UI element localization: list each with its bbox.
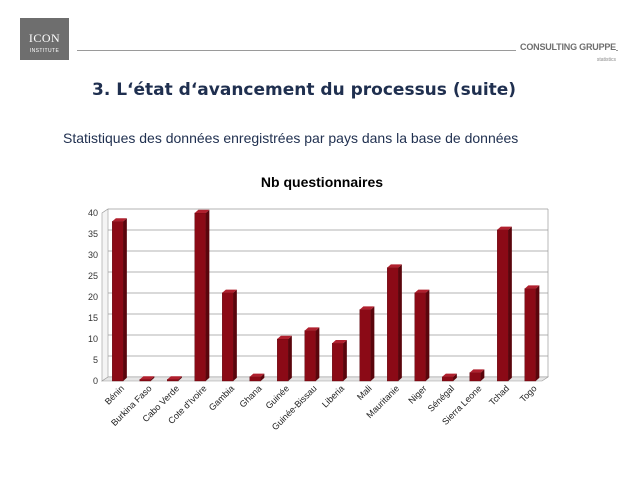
bar-side [398,264,402,381]
y-tick-label: 30 [88,250,98,260]
side-wall [101,208,109,382]
bar [359,306,375,382]
company-logo: ICON INSTITUTE [20,18,69,60]
x-tick-label: Ghana [237,383,263,409]
bar [194,209,210,382]
bar-side [205,209,210,381]
x-tick-label: Mali [355,383,374,402]
bar-side [453,373,457,381]
bar-side [508,226,512,381]
bar-front [167,379,179,382]
y-tick-label: 20 [88,292,98,302]
bar-front [277,338,289,382]
bar [304,327,320,382]
bar-side [123,218,127,381]
header-divider [77,50,618,51]
bar-top [359,306,375,310]
bar [387,264,402,382]
bar-side [480,369,485,381]
bar-front [414,292,426,382]
bar-top [524,285,540,289]
bar-front [497,229,509,382]
bar-side [535,285,540,381]
bar-top [249,373,265,377]
y-tick-label: 40 [88,208,98,218]
bar [222,289,237,382]
bar-side [150,376,155,381]
x-tick-label: Gambia [207,383,236,412]
bar-front [249,376,261,382]
x-tick-label: Tchad [487,383,511,407]
bar-top [497,226,512,230]
bar-side [343,340,347,381]
slide-subtitle: Statistiques des données enregistrées pa… [63,130,519,146]
chart-axes [101,208,549,382]
bar-top [277,335,292,339]
bar-front [387,267,399,382]
bar [277,335,292,382]
bar-top [167,376,182,380]
bar-top [469,369,485,373]
y-tick-label: 35 [88,229,98,239]
bar-side [260,373,265,381]
bar-top [194,209,210,213]
bar-front [469,372,481,382]
bar-front [112,221,124,382]
bar-side [370,306,375,381]
logo-main-text: ICON [28,31,61,45]
bar-side [315,327,320,381]
x-tick-label: Niger [406,383,428,405]
bar [524,285,540,382]
chart-title: Nb questionnaires [261,174,383,190]
x-tick-label: Liberia [320,383,346,409]
bar-top [414,289,430,293]
y-tick-label: 25 [88,271,98,281]
bar-front [304,330,316,382]
bar [442,373,457,382]
bar-side [288,335,292,381]
bar-top [387,264,402,268]
bar [112,218,127,382]
y-tick-label: 10 [88,334,98,344]
bar-top [222,289,237,293]
bar-front [442,376,454,382]
bar [167,376,182,382]
bar-top [304,327,320,331]
bar-top [112,218,127,222]
y-tick-label: 5 [93,355,98,365]
chart-bars [112,209,540,382]
y-tick-label: 15 [88,313,98,323]
bar-front [359,309,371,382]
bar-front [332,343,344,382]
chart-grid [101,208,549,382]
bar [332,340,347,382]
bar-front [524,288,536,382]
brand-subtitle: statistics [596,57,616,63]
slide-title: 3. L‘état d‘avancement du processus (sui… [92,80,517,100]
bar-top [139,376,155,380]
bar [249,373,265,382]
logo-sub-text: INSTITUTE [29,48,60,54]
x-tick-label: Togo [518,383,539,404]
bar [497,226,512,382]
bar-top [442,373,457,377]
bar-front [194,212,206,382]
bar-front [139,379,151,382]
x-tick-label: Bénin [103,383,126,406]
y-tick-label: 0 [93,376,98,386]
bar-top [332,340,347,344]
brand-name: CONSULTING GRUPPE [516,42,616,52]
bar [469,369,485,382]
bar-side [233,289,237,381]
bar-side [178,376,182,381]
bar [139,376,155,382]
bar [414,289,430,382]
bar-side [425,289,430,381]
bar-front [222,292,234,382]
